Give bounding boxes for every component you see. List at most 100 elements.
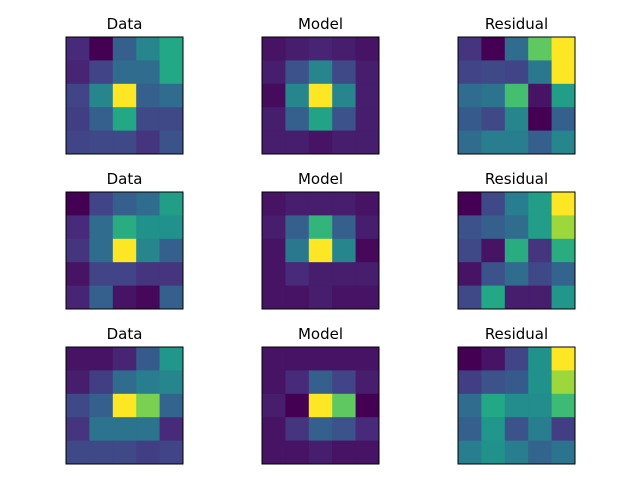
panel-title: Residual — [485, 325, 548, 343]
panel-frame — [65, 191, 184, 310]
heatmap-cell — [458, 107, 482, 131]
heatmap-cell — [481, 130, 506, 155]
heatmap-cell — [504, 215, 529, 240]
heatmap-cell — [285, 370, 310, 395]
heatmap-cell — [551, 417, 576, 441]
heatmap-cell — [528, 83, 552, 108]
heatmap-cell — [458, 370, 482, 395]
heatmap-cell — [262, 37, 286, 61]
heatmap-cell — [481, 60, 506, 85]
heatmap-cell — [308, 192, 333, 216]
heatmap-cell — [528, 130, 552, 155]
heatmap-cell — [66, 192, 90, 216]
heatmap-cell — [551, 192, 576, 216]
heatmap-cell — [332, 83, 356, 108]
heatmap-cell — [262, 393, 286, 418]
heatmap-cell — [159, 107, 184, 131]
heatmap-cell — [308, 262, 333, 286]
heatmap-grid: Data Model Residual Data Model Residual Data Mo… — [65, 15, 576, 465]
heatmap-cell — [551, 285, 576, 310]
heatmap-cell — [285, 440, 310, 465]
heatmap-cell — [285, 192, 310, 216]
heatmap-cell — [481, 192, 506, 216]
heatmap-cell — [458, 83, 482, 108]
heatmap-cell — [458, 60, 482, 85]
heatmap-cell — [89, 262, 114, 286]
panel-frame — [65, 346, 184, 465]
heatmap-cell — [355, 417, 380, 441]
panel-frame — [261, 346, 380, 465]
heatmap-cell — [66, 417, 90, 441]
heatmap-cell — [528, 37, 552, 61]
heatmap-cell — [332, 130, 356, 155]
heatmap-cell — [285, 37, 310, 61]
heatmap-cell — [136, 393, 160, 418]
heatmap-cell — [528, 238, 552, 263]
panel-frame — [261, 36, 380, 155]
heatmap-cell — [504, 417, 529, 441]
heatmap-panel: Model — [261, 325, 380, 465]
heatmap-cell — [285, 285, 310, 310]
heatmap-cell — [66, 107, 90, 131]
heatmap-cell — [481, 262, 506, 286]
heatmap-cell — [112, 440, 137, 465]
heatmap-cell — [551, 215, 576, 240]
heatmap-cell — [159, 192, 184, 216]
heatmap-cell — [528, 347, 552, 371]
heatmap-cell — [262, 60, 286, 85]
heatmap-cell — [504, 262, 529, 286]
heatmap-cell — [528, 262, 552, 286]
heatmap-cell — [112, 393, 137, 418]
heatmap-cell — [481, 215, 506, 240]
heatmap-cell — [308, 347, 333, 371]
panel-title: Model — [298, 15, 343, 33]
heatmap-cell — [262, 238, 286, 263]
heatmap-cell — [112, 192, 137, 216]
heatmap-cell — [159, 37, 184, 61]
heatmap-cell — [66, 262, 90, 286]
heatmap-cell — [159, 285, 184, 310]
heatmap-panel: Model — [261, 15, 380, 155]
heatmap-cell — [66, 60, 90, 85]
heatmap-cell — [89, 60, 114, 85]
heatmap-cell — [308, 215, 333, 240]
heatmap-cell — [504, 440, 529, 465]
heatmap-cell — [112, 370, 137, 395]
heatmap-cell — [66, 370, 90, 395]
heatmap-cell — [355, 83, 380, 108]
heatmap-cell — [112, 262, 137, 286]
heatmap-cell — [285, 393, 310, 418]
heatmap-cell — [551, 440, 576, 465]
heatmap-cell — [285, 347, 310, 371]
heatmap-cell — [458, 285, 482, 310]
heatmap-cell — [112, 107, 137, 131]
heatmap-cell — [66, 238, 90, 263]
panel-frame — [457, 191, 576, 310]
heatmap-cell — [66, 215, 90, 240]
heatmap-cell — [159, 262, 184, 286]
heatmap-cell — [89, 192, 114, 216]
heatmap-cell — [136, 215, 160, 240]
heatmap-cell — [308, 83, 333, 108]
heatmap-cell — [89, 393, 114, 418]
heatmap-cell — [66, 285, 90, 310]
heatmap-cell — [89, 347, 114, 371]
heatmap-cell — [262, 215, 286, 240]
heatmap-cell — [504, 107, 529, 131]
heatmap-cell — [262, 262, 286, 286]
panel-frame — [261, 191, 380, 310]
panel-frame — [457, 346, 576, 465]
heatmap-panel: Data — [65, 325, 184, 465]
heatmap-cell — [481, 393, 506, 418]
panel-title: Data — [107, 15, 143, 33]
heatmap-cell — [504, 238, 529, 263]
panel-frame — [65, 36, 184, 155]
heatmap-cell — [355, 393, 380, 418]
heatmap-cell — [285, 417, 310, 441]
heatmap-cell — [332, 60, 356, 85]
heatmap-cell — [262, 130, 286, 155]
heatmap-cell — [355, 238, 380, 263]
heatmap-panel: Residual — [457, 170, 576, 310]
heatmap-cell — [308, 238, 333, 263]
heatmap-cell — [355, 347, 380, 371]
